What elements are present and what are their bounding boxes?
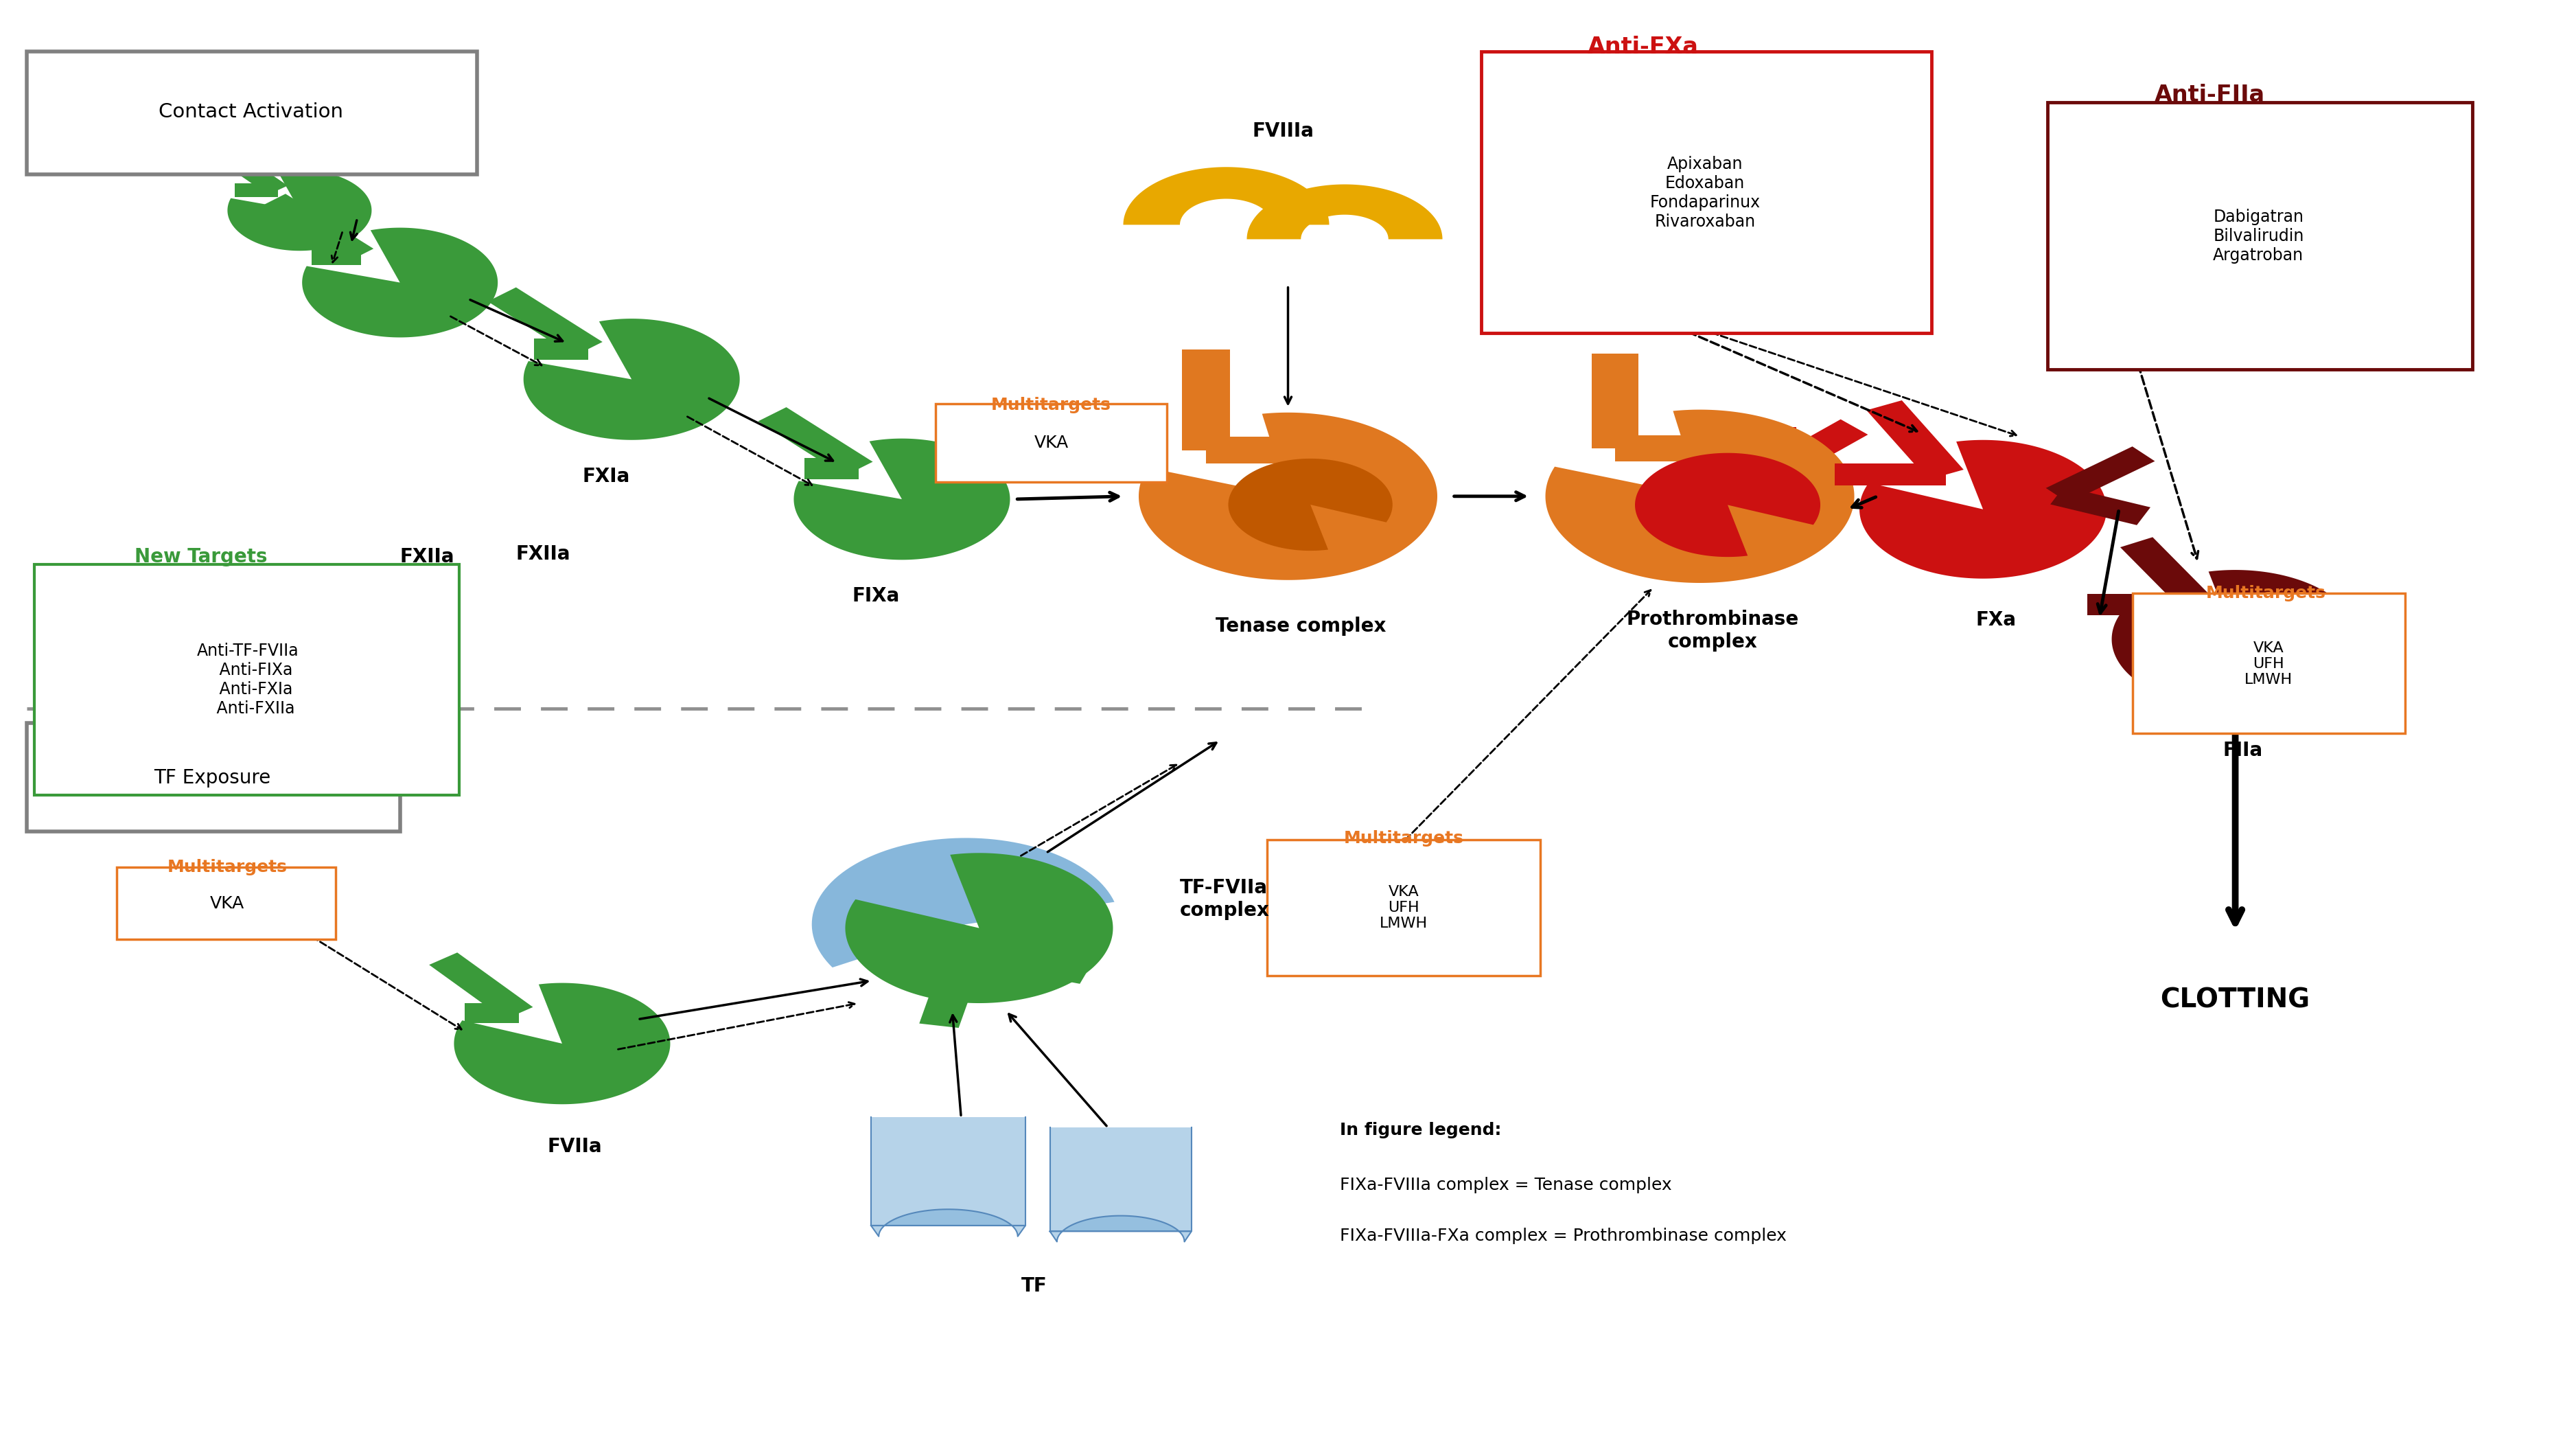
Polygon shape: [430, 953, 533, 1019]
Polygon shape: [2045, 447, 2156, 503]
Text: FVIIIa: FVIIIa: [1252, 121, 1314, 140]
Polygon shape: [487, 288, 603, 356]
Polygon shape: [958, 940, 1092, 983]
Polygon shape: [2050, 486, 2151, 525]
Text: In figure legend:: In figure legend:: [1340, 1122, 1502, 1138]
Polygon shape: [1247, 184, 1443, 239]
Text: FVIIa: FVIIa: [549, 1137, 603, 1157]
Polygon shape: [1615, 435, 1770, 461]
FancyBboxPatch shape: [1481, 52, 1932, 333]
Polygon shape: [1546, 409, 1855, 583]
Polygon shape: [453, 983, 670, 1105]
Polygon shape: [234, 184, 278, 197]
Polygon shape: [811, 839, 1115, 967]
Text: Anti-TF-FVIIa
   Anti-FIXa
   Anti-FXIa
   Anti-FXIIa: Anti-TF-FVIIa Anti-FIXa Anti-FXIa Anti-F…: [196, 643, 299, 717]
FancyBboxPatch shape: [33, 564, 459, 795]
Text: VKA: VKA: [1033, 435, 1069, 451]
FancyBboxPatch shape: [935, 403, 1167, 482]
Polygon shape: [312, 246, 361, 265]
Text: FIXa-FVIIIa complex = Tenase complex: FIXa-FVIIIa complex = Tenase complex: [1340, 1177, 1672, 1193]
FancyBboxPatch shape: [26, 723, 399, 831]
Text: Anti-FIIa: Anti-FIIa: [2154, 84, 2264, 106]
Polygon shape: [1139, 412, 1437, 580]
Text: VKA
UFH
LMWH: VKA UFH LMWH: [1381, 885, 1427, 931]
Polygon shape: [2087, 594, 2197, 615]
Text: New Targets: New Targets: [134, 548, 268, 567]
Text: TF: TF: [1023, 1277, 1048, 1296]
Polygon shape: [227, 171, 371, 250]
Polygon shape: [523, 318, 739, 440]
Text: FXIIa: FXIIa: [515, 545, 569, 564]
Polygon shape: [1051, 1216, 1193, 1242]
Polygon shape: [533, 338, 587, 360]
Text: Multitargets: Multitargets: [167, 859, 289, 876]
Text: Multitargets: Multitargets: [1345, 830, 1463, 847]
Text: FIXa: FIXa: [853, 587, 899, 606]
Polygon shape: [1636, 453, 1821, 557]
Polygon shape: [757, 408, 873, 476]
Text: Contact Activation: Contact Activation: [157, 103, 343, 121]
Text: FXIa: FXIa: [582, 467, 629, 486]
Text: Multitargets: Multitargets: [992, 398, 1110, 414]
Polygon shape: [1757, 427, 1795, 470]
Polygon shape: [1868, 401, 1963, 480]
Polygon shape: [871, 1118, 1025, 1226]
Polygon shape: [920, 949, 987, 1028]
Polygon shape: [301, 227, 497, 337]
Polygon shape: [1765, 419, 1868, 479]
FancyBboxPatch shape: [1267, 840, 1540, 976]
FancyBboxPatch shape: [2133, 593, 2406, 733]
Polygon shape: [871, 1209, 1025, 1236]
FancyBboxPatch shape: [26, 52, 477, 175]
Text: Apixaban
Edoxaban
Fondaparinux
Rivaroxaban: Apixaban Edoxaban Fondaparinux Rivaroxab…: [1649, 156, 1759, 230]
Polygon shape: [204, 142, 289, 195]
Text: Dabigatran
Bilvalirudin
Argatroban: Dabigatran Bilvalirudin Argatroban: [2213, 210, 2303, 263]
Text: Anti-FXa: Anti-FXa: [1587, 36, 1698, 58]
Polygon shape: [1051, 1128, 1193, 1232]
Text: Multitargets: Multitargets: [2205, 584, 2326, 602]
FancyBboxPatch shape: [2048, 103, 2473, 369]
Text: Tenase complex: Tenase complex: [1216, 616, 1386, 636]
Polygon shape: [2112, 570, 2360, 709]
Polygon shape: [1834, 464, 1945, 486]
Polygon shape: [845, 853, 1113, 1004]
Polygon shape: [1592, 353, 1638, 448]
Polygon shape: [1860, 440, 2107, 578]
Polygon shape: [2120, 536, 2215, 610]
Polygon shape: [464, 1004, 518, 1024]
Text: VKA
UFH
LMWH: VKA UFH LMWH: [2244, 641, 2293, 687]
Text: TF Exposure: TF Exposure: [155, 768, 270, 788]
Text: FXIIa: FXIIa: [399, 548, 453, 567]
Polygon shape: [793, 438, 1010, 560]
Text: FXa: FXa: [1976, 610, 2017, 630]
Polygon shape: [1123, 168, 1329, 224]
Polygon shape: [1229, 458, 1394, 551]
Text: FIXa-FVIIIa-FXa complex = Prothrombinase complex: FIXa-FVIIIa-FXa complex = Prothrombinase…: [1340, 1228, 1785, 1244]
Text: Prothrombinase
complex: Prothrombinase complex: [1625, 610, 1798, 651]
Text: TF-FVIIa
complex: TF-FVIIa complex: [1180, 878, 1270, 920]
Text: VKA: VKA: [211, 895, 245, 912]
Polygon shape: [804, 458, 858, 480]
FancyBboxPatch shape: [116, 868, 335, 940]
Polygon shape: [1182, 350, 1229, 450]
Text: CLOTTING: CLOTTING: [2161, 988, 2311, 1014]
Polygon shape: [260, 194, 374, 262]
Text: FIIa: FIIa: [2223, 740, 2262, 759]
Polygon shape: [1206, 437, 1370, 464]
